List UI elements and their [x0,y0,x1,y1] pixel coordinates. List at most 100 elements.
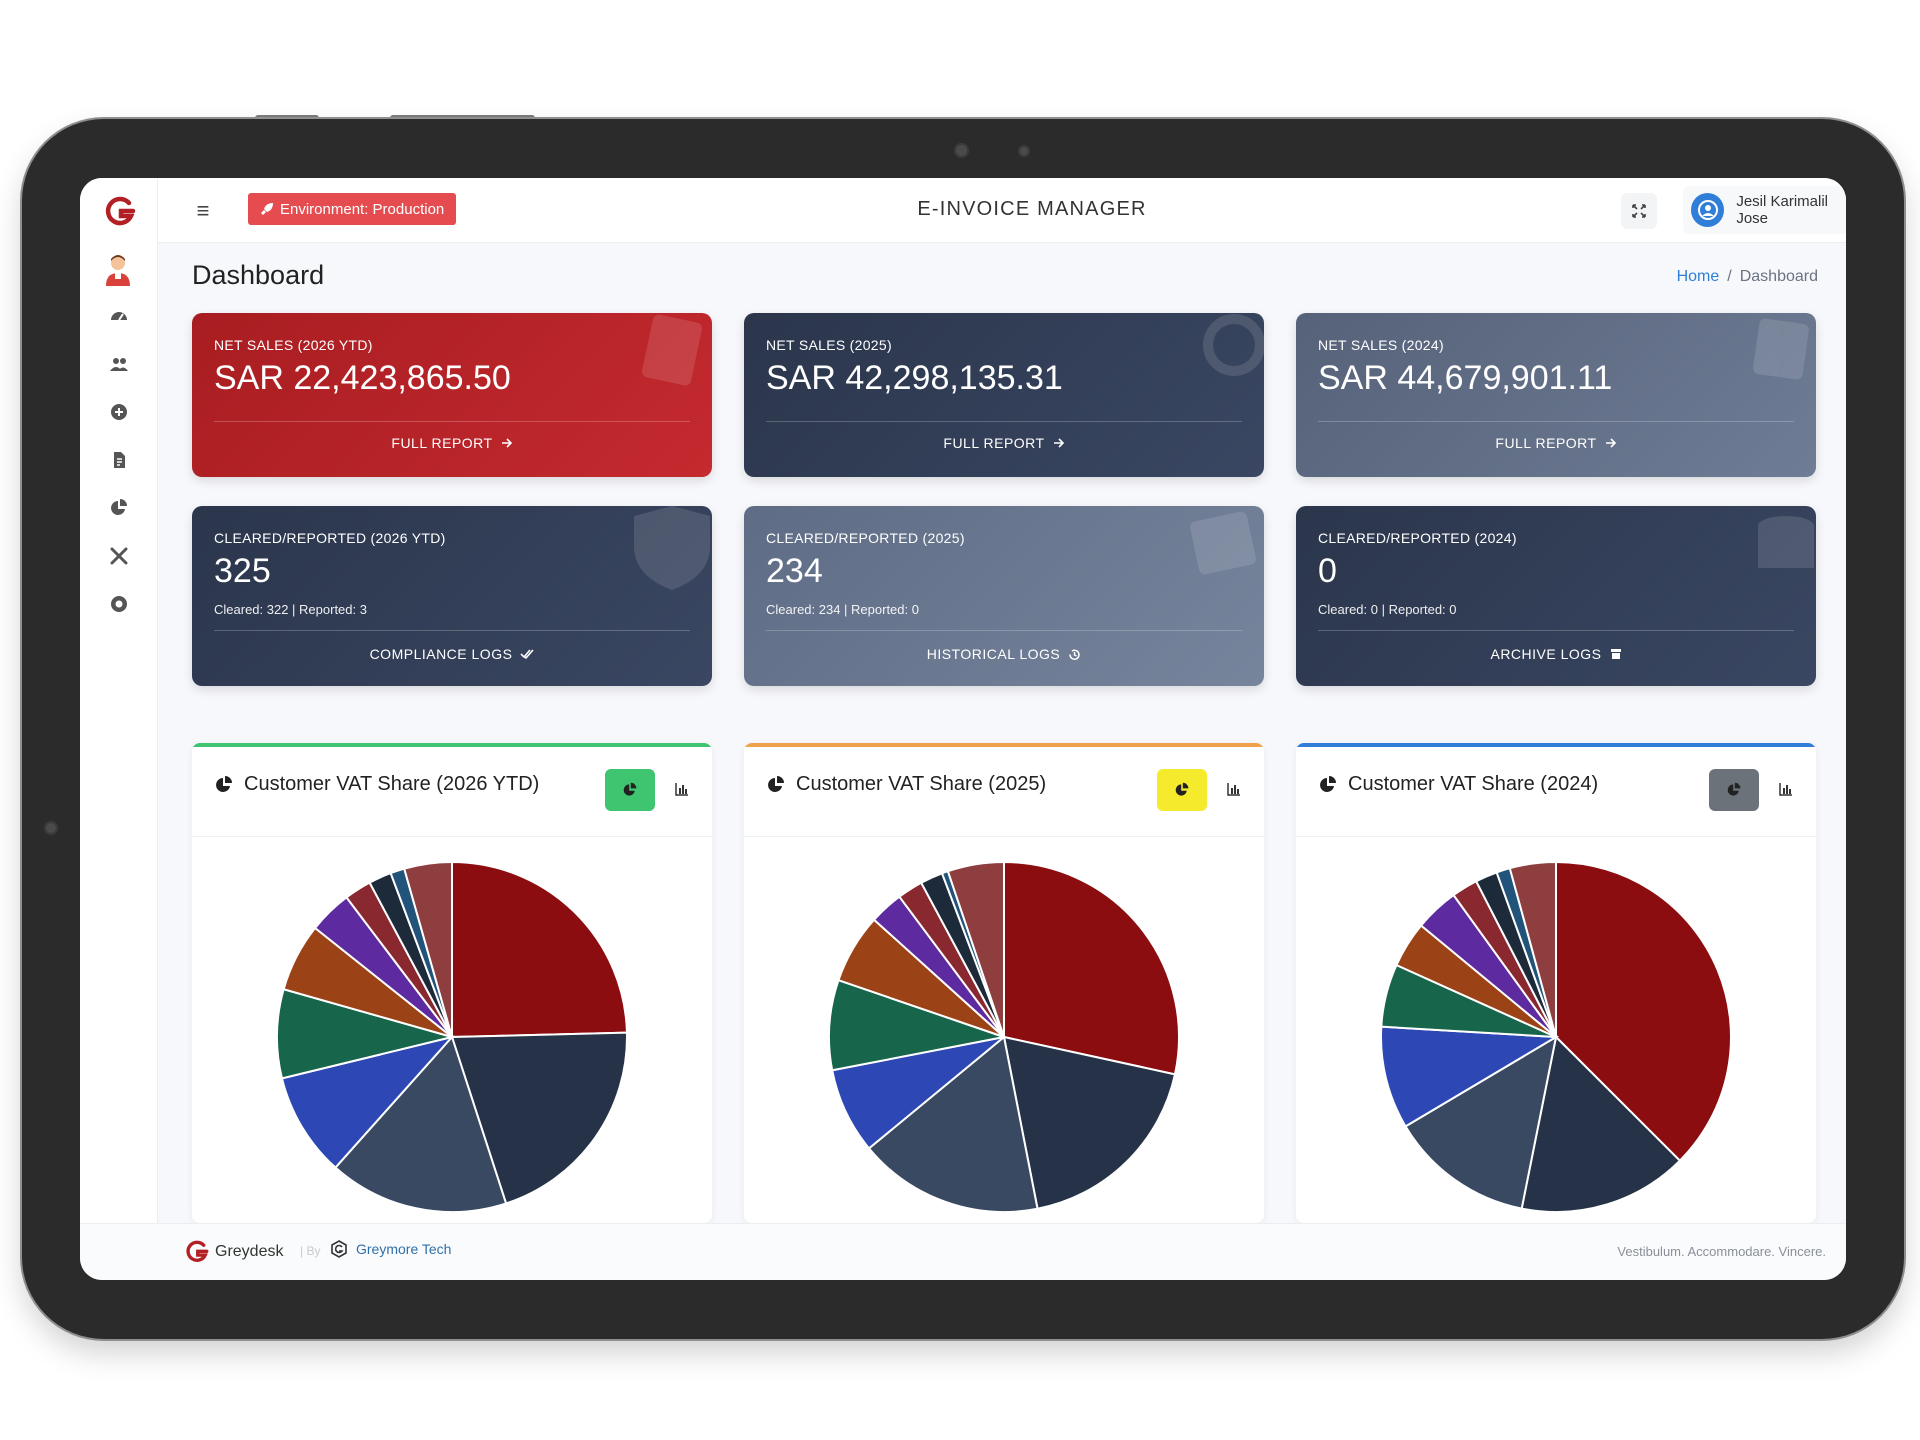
archive-logs-link[interactable]: ARCHIVE LOGS [1296,646,1816,662]
footer: Greydesk | By Greymore Tech Vestibulum. … [80,1223,1846,1280]
pie-view-button[interactable] [1709,769,1759,811]
card-label: CLEARED/REPORTED (2026 YTD) [214,530,446,546]
chart-header: Customer VAT Share (2024) [1296,747,1816,837]
card-link-label: ARCHIVE LOGS [1490,646,1602,662]
pie-slice[interactable] [1002,1035,1177,1210]
side-camera [44,821,58,835]
screen: ≡ Environment: Production E-INVOICE MANA… [80,178,1846,1280]
card-divider [766,630,1242,631]
chart-header: Customer VAT Share (2025) [744,747,1264,837]
pie-slice[interactable] [867,1035,1039,1213]
card-label: CLEARED/REPORTED (2024) [1318,530,1517,546]
bar-chart-icon [675,783,688,796]
bar-chart-icon [1227,783,1240,796]
cleared-2026-card: CLEARED/REPORTED (2026 YTD) 325 Cleared:… [192,506,712,686]
card-link-label: FULL REPORT [943,435,1045,451]
pie-slice[interactable] [1520,1034,1682,1213]
pie-slice[interactable] [1380,1025,1560,1128]
pie-slice[interactable] [946,860,1005,1038]
double-check-icon [520,649,535,660]
full-report-link[interactable]: FULL REPORT [744,435,1264,451]
card-label: NET SALES (2026 YTD) [214,337,373,353]
card-subtext: Cleared: 234 | Reported: 0 [766,602,919,617]
user-name: Jesil Karimalil Jose [1736,193,1828,227]
page-title: Dashboard [192,260,325,290]
breadcrumb-home[interactable]: Home [1676,268,1720,285]
bar-chart-icon [1779,783,1792,796]
pie-view-button[interactable] [1157,769,1207,811]
greymore-hexagon-icon [331,1240,347,1258]
vat-share-pie-2025 [828,860,1180,1213]
card-link-label: FULL REPORT [391,435,493,451]
pie-view-button[interactable] [605,769,655,811]
footer-company[interactable]: Greymore Tech [330,1240,451,1258]
card-link-label: HISTORICAL LOGS [926,646,1061,662]
pie-slice[interactable] [276,987,456,1080]
user-menu[interactable]: Jesil Karimalil Jose [1683,186,1846,234]
signature-document-icon [1190,511,1256,575]
pie-chart-icon [216,776,232,792]
arrow-right-icon [1605,438,1616,448]
full-report-link[interactable]: FULL REPORT [192,435,712,451]
menu-toggle-icon[interactable]: ≡ [196,198,210,223]
compliance-logs-link[interactable]: COMPLIANCE LOGS [192,646,712,662]
pie-slice[interactable] [1508,860,1557,1038]
environment-label: Environment: Production [280,200,445,218]
expand-icon [1632,204,1646,218]
footer-company-name: Greymore Tech [356,1241,452,1257]
footer-brand[interactable]: Greydesk [185,1240,283,1264]
pie-slice[interactable] [451,860,628,1039]
pie-slice[interactable] [1555,860,1732,1163]
tablet-top-button-1 [255,115,319,121]
topbar: ≡ Environment: Production E-INVOICE MANA… [158,178,1846,243]
vat-share-chart-card-2025: Customer VAT Share (2025) [744,743,1264,1223]
sidebar [80,178,158,1223]
breadcrumb: Home / Dashboard [1677,268,1818,286]
cleared-2025-card: CLEARED/REPORTED (2025) 234 Cleared: 234… [744,506,1264,686]
bar-view-button[interactable] [1222,777,1246,801]
pie-slice[interactable] [402,860,453,1038]
greydesk-logo-icon[interactable] [104,196,136,228]
bar-view-button[interactable] [670,777,694,801]
card-divider [1318,630,1794,631]
card-label: NET SALES (2024) [1318,337,1444,353]
pie-slice[interactable] [450,1031,628,1205]
pie-slice[interactable] [280,1035,455,1169]
card-divider [214,630,690,631]
pie-slice[interactable] [1404,1034,1558,1210]
cleared-2024-card: CLEARED/REPORTED (2024) 0 Cleared: 0 | R… [1296,506,1816,686]
pie-slice[interactable] [1003,860,1180,1076]
footer-brand-name: Greydesk [215,1243,284,1260]
camera-sensor [1018,145,1030,157]
fullscreen-button[interactable] [1621,193,1657,229]
support-icon[interactable] [107,592,131,616]
card-divider [214,421,690,422]
full-report-link[interactable]: FULL REPORT [1296,435,1816,451]
pie-slice[interactable] [828,978,1008,1072]
breadcrumb-separator: / [1727,268,1732,285]
arrow-right-icon [501,438,512,448]
user-circle-icon [1691,193,1725,227]
history-icon [1203,314,1264,376]
net-sales-2026-card: NET SALES (2026 YTD) SAR 22,423,865.50 F… [192,313,712,477]
user-avatar-icon[interactable] [102,252,134,288]
card-value: SAR 22,423,865.50 [214,359,511,397]
customers-icon[interactable] [107,352,131,376]
card-value: 234 [766,552,823,590]
front-camera [954,143,969,158]
net-sales-2024-card: NET SALES (2024) SAR 44,679,901.11 FULL … [1296,313,1816,477]
card-subtext: Cleared: 0 | Reported: 0 [1318,602,1457,617]
card-divider [1318,421,1794,422]
bar-view-button[interactable] [1774,777,1798,801]
reports-pie-icon[interactable] [107,496,131,520]
tools-icon[interactable] [107,544,131,568]
card-link-label: COMPLIANCE LOGS [369,646,513,662]
historical-logs-link[interactable]: HISTORICAL LOGS [744,646,1264,662]
environment-badge[interactable]: Environment: Production [248,193,457,225]
invoice-icon[interactable] [107,448,131,472]
add-icon[interactable] [107,400,131,424]
chart-title: Customer VAT Share (2024) [1348,773,1599,795]
dashboard-icon[interactable] [107,304,131,328]
card-link-label: FULL REPORT [1495,435,1597,451]
pie-slice[interactable] [334,1035,508,1213]
